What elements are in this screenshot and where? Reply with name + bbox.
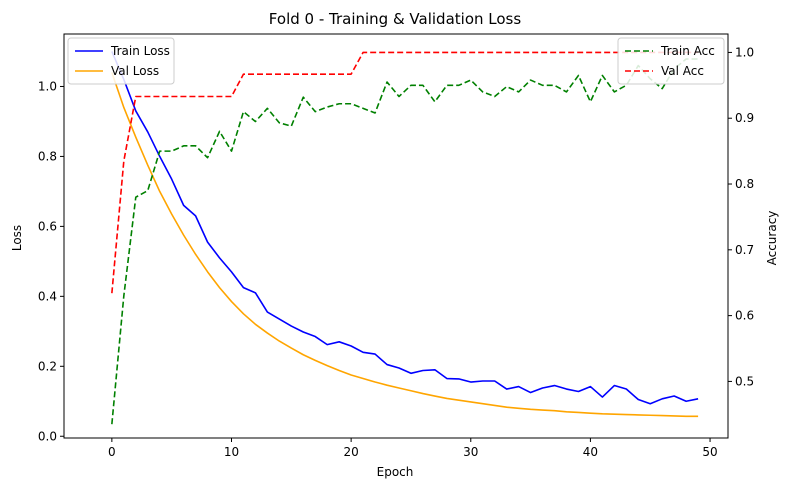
x-tick-label: 40 — [583, 445, 598, 459]
y-tick-label: 0.4 — [38, 289, 57, 303]
y-tick-label: 0.0 — [38, 429, 57, 443]
legend-box — [617, 37, 725, 85]
x-tick-label: 30 — [463, 445, 478, 459]
legend-box — [67, 37, 175, 85]
x-tick-label: 10 — [224, 445, 239, 459]
legend-label: Train Loss — [110, 44, 170, 58]
y-tick-label: 0.8 — [38, 149, 57, 163]
y-tick-label: 0.6 — [38, 219, 57, 233]
y-tick-label: 0.2 — [38, 359, 57, 373]
legend-label: Val Acc — [661, 64, 704, 78]
x-axis-label: Epoch — [377, 465, 414, 479]
x-tick-label: 0 — [108, 445, 116, 459]
y2-axis-label: Accuracy — [765, 211, 779, 266]
plot-area — [111, 51, 699, 425]
series-line-val-acc — [111, 51, 699, 294]
legend-label: Train Acc — [660, 44, 715, 58]
legend-label: Val Loss — [111, 64, 159, 78]
y-axis-label: Loss — [10, 225, 24, 251]
axes: 0 10 20 30 40 50 0.0 0.2 0.4 0.6 0.8 1.0 0.5 0.6 0.7 0.… — [38, 33, 754, 459]
x-tick-label: 20 — [343, 445, 358, 459]
chart-title: Fold 0 - Training & Validation Loss — [269, 10, 522, 28]
series-line-val-loss — [111, 72, 699, 418]
x-tick-label: 50 — [702, 445, 717, 459]
y2-tick-label: 1.0 — [735, 45, 754, 59]
legend-loss: Train Loss Val Loss — [67, 37, 175, 85]
y2-tick-label: 0.8 — [735, 177, 754, 191]
y2-tick-label: 0.5 — [735, 374, 754, 388]
series-line-train-loss — [111, 51, 699, 405]
axes-frame — [63, 33, 729, 439]
legend-accuracy: Train Acc Val Acc — [617, 37, 725, 85]
y2-tick-label: 0.9 — [735, 111, 754, 125]
y-tick-label: 1.0 — [38, 79, 57, 93]
series-line-train-acc — [111, 58, 699, 425]
y2-tick-label: 0.7 — [735, 243, 754, 257]
y2-tick-label: 0.6 — [735, 309, 754, 323]
